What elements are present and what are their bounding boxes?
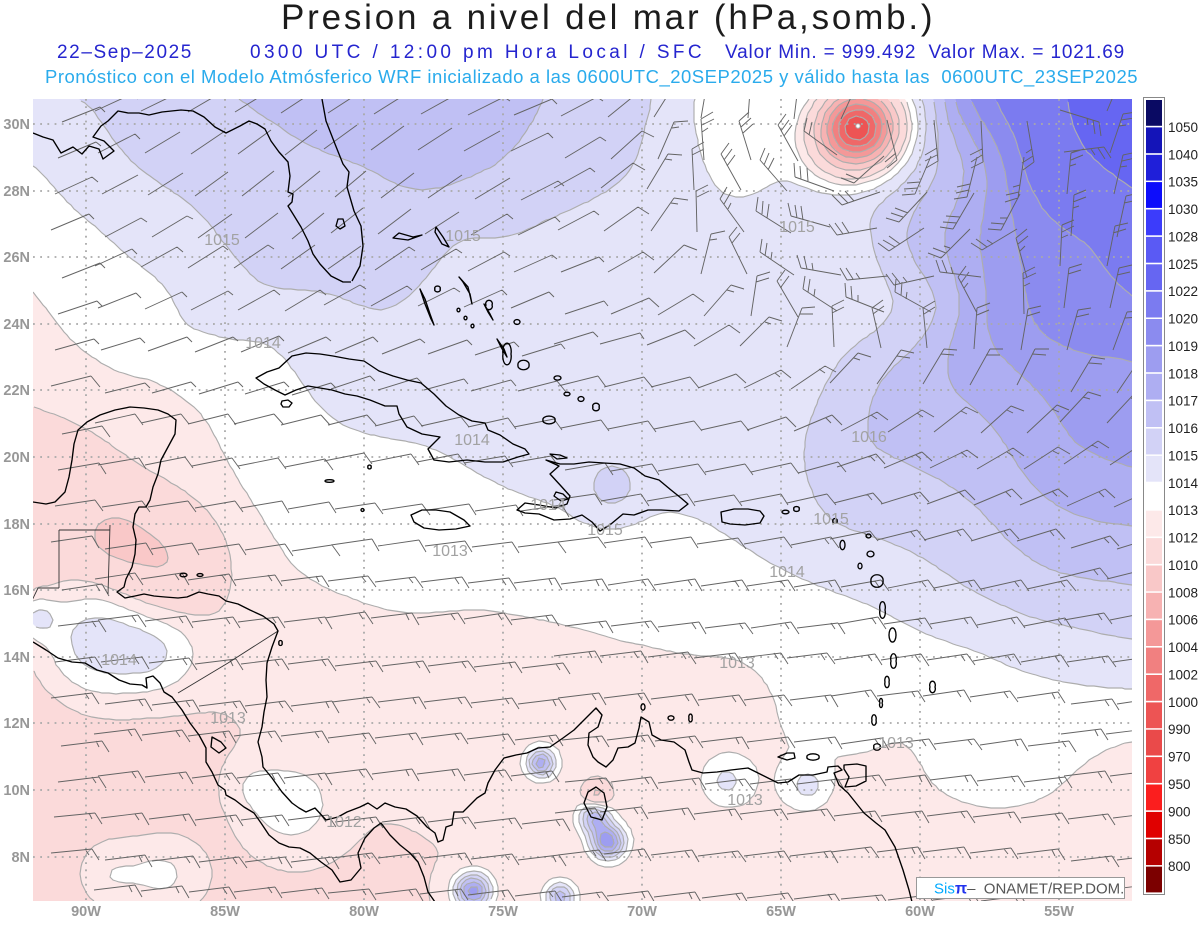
svg-text:1015: 1015 bbox=[1168, 448, 1198, 463]
svg-text:75W: 75W bbox=[488, 904, 518, 920]
svg-text:1013: 1013 bbox=[878, 735, 914, 752]
svg-text:1004: 1004 bbox=[1168, 640, 1199, 655]
svg-text:85W: 85W bbox=[210, 904, 240, 920]
svg-text:950: 950 bbox=[1168, 777, 1191, 792]
svg-text:1015: 1015 bbox=[445, 228, 481, 245]
svg-text:800: 800 bbox=[1168, 859, 1191, 874]
svg-text:12N: 12N bbox=[3, 716, 30, 732]
svg-text:1014: 1014 bbox=[769, 564, 805, 581]
svg-text:1013: 1013 bbox=[727, 792, 763, 809]
svg-text:1013: 1013 bbox=[432, 543, 468, 560]
svg-text:1014: 1014 bbox=[454, 432, 490, 449]
svg-text:10N: 10N bbox=[3, 783, 30, 799]
svg-text:28N: 28N bbox=[3, 184, 30, 200]
svg-text:14N: 14N bbox=[3, 650, 30, 666]
svg-text:65W: 65W bbox=[766, 904, 796, 920]
svg-text:1050: 1050 bbox=[1168, 120, 1198, 135]
svg-text:1030: 1030 bbox=[1168, 202, 1198, 217]
svg-text:1013: 1013 bbox=[719, 655, 755, 672]
svg-text:26N: 26N bbox=[3, 250, 30, 266]
svg-text:1013: 1013 bbox=[1168, 503, 1198, 518]
svg-text:1016: 1016 bbox=[1168, 421, 1198, 436]
svg-text:1040: 1040 bbox=[1168, 147, 1198, 162]
svg-text:900: 900 bbox=[1168, 804, 1191, 819]
svg-text:1002: 1002 bbox=[1168, 668, 1198, 683]
svg-text:1035: 1035 bbox=[1168, 175, 1198, 190]
svg-text:1008: 1008 bbox=[1168, 585, 1198, 600]
svg-text:1000: 1000 bbox=[1168, 695, 1198, 710]
svg-text:16N: 16N bbox=[3, 583, 30, 599]
svg-text:1014: 1014 bbox=[1168, 476, 1199, 491]
svg-text:24N: 24N bbox=[3, 317, 30, 333]
svg-text:1014: 1014 bbox=[530, 497, 566, 514]
svg-text:20N: 20N bbox=[3, 450, 30, 466]
svg-text:1013: 1013 bbox=[210, 710, 246, 727]
svg-text:1018: 1018 bbox=[1168, 366, 1198, 381]
svg-text:22N: 22N bbox=[3, 383, 30, 399]
svg-text:90W: 90W bbox=[71, 904, 101, 920]
svg-text:1012: 1012 bbox=[1168, 531, 1198, 546]
svg-text:8N: 8N bbox=[11, 850, 30, 866]
svg-text:990: 990 bbox=[1168, 722, 1191, 737]
svg-text:1015: 1015 bbox=[779, 219, 815, 236]
svg-text:1006: 1006 bbox=[1168, 613, 1198, 628]
svg-text:1015: 1015 bbox=[204, 232, 240, 249]
svg-text:1015: 1015 bbox=[587, 522, 623, 539]
svg-text:1010: 1010 bbox=[1168, 558, 1198, 573]
svg-text:1014: 1014 bbox=[101, 652, 137, 669]
svg-text:18N: 18N bbox=[3, 517, 30, 533]
svg-text:1019: 1019 bbox=[1168, 339, 1198, 354]
svg-text:1016: 1016 bbox=[851, 429, 887, 446]
svg-text:60W: 60W bbox=[905, 904, 935, 920]
svg-text:80W: 80W bbox=[349, 904, 379, 920]
svg-text:70W: 70W bbox=[627, 904, 657, 920]
svg-text:55W: 55W bbox=[1044, 904, 1074, 920]
svg-text:Sisπ– ONAMET/REP.DOM.: Sisπ– ONAMET/REP.DOM. bbox=[934, 881, 1124, 898]
svg-text:1020: 1020 bbox=[1168, 312, 1198, 327]
svg-text:30N: 30N bbox=[3, 117, 30, 133]
svg-text:970: 970 bbox=[1168, 750, 1191, 765]
svg-text:1014: 1014 bbox=[245, 335, 281, 352]
svg-text:1022: 1022 bbox=[1168, 284, 1198, 299]
svg-text:1025: 1025 bbox=[1168, 257, 1198, 272]
svg-text:1015: 1015 bbox=[813, 511, 849, 528]
svg-text:1017: 1017 bbox=[1168, 394, 1198, 409]
svg-text:1012: 1012 bbox=[326, 814, 362, 831]
svg-text:850: 850 bbox=[1168, 832, 1191, 847]
svg-text:1028: 1028 bbox=[1168, 229, 1198, 244]
